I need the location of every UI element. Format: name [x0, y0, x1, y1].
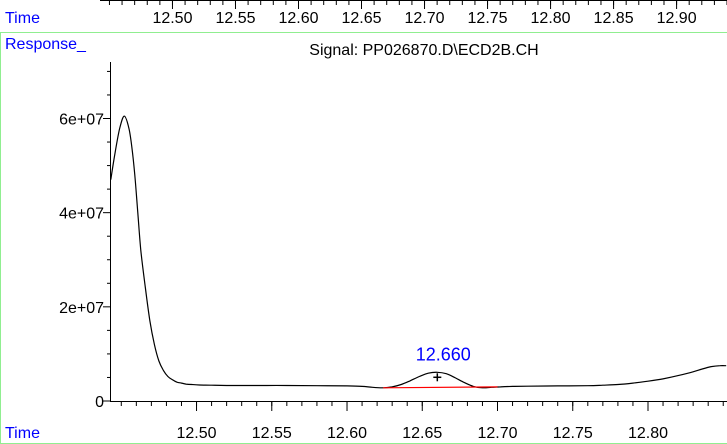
x-axis-tick-label: 12.70 [477, 425, 517, 442]
y-axis-tick-label: 2e+07 [59, 300, 104, 317]
top-axis-major-ticks [171, 0, 678, 9]
top-axis-tick-label: 12.85 [594, 10, 634, 27]
plot-area: 12.660 [110, 115, 727, 389]
x-axis-label: Time [5, 425, 40, 442]
y-axis-minor-ticks [107, 70, 110, 378]
peak-baseline [383, 386, 498, 389]
x-axis-tick-label: 12.60 [327, 425, 367, 442]
y-axis-label: Response_ [5, 36, 87, 53]
x-axis: 12.50 12.55 12.60 12.65 12.70 12.75 12.80 Time [5, 401, 727, 442]
top-axis-tick-labels: 12.50 12.55 12.60 12.65 12.70 12.75 12.80 12.85… [152, 10, 696, 27]
top-axis-tick-label: 12.90 [657, 10, 697, 27]
y-axis: 0 2e+07 4e+07 6e+07 [59, 62, 111, 412]
y-axis-tick-labels: 0 2e+07 4e+07 6e+07 [59, 112, 104, 412]
x-axis-tick-label: 12.80 [628, 425, 668, 442]
top-axis-tick-label: 12.55 [215, 10, 255, 27]
y-axis-tick-label: 0 [95, 394, 104, 411]
x-axis-tick-labels: 12.50 12.55 12.60 12.65 12.70 12.75 12.80 [177, 425, 669, 442]
top-axis-tick-label: 12.80 [531, 10, 571, 27]
top-axis-tick-label: 12.75 [468, 10, 508, 27]
x-axis-major-ticks [196, 401, 649, 411]
top-axis-label: Time [5, 10, 40, 27]
signal-trace [110, 115, 727, 389]
x-axis-tick-label: 12.75 [553, 425, 593, 442]
y-axis-major-ticks [103, 118, 110, 402]
chart-title: Signal: PP026870.D\ECD2B.CH [309, 42, 538, 59]
peak-retention-time-label: 12.660 [416, 344, 471, 364]
peak-apex-marker [433, 373, 442, 382]
top-time-axis: 12.50 12.55 12.60 12.65 12.70 12.75 12.80 12.85… [5, 0, 727, 27]
top-axis-tick-label: 12.60 [278, 10, 318, 27]
x-axis-tick-label: 12.65 [402, 425, 442, 442]
top-axis-tick-label: 12.65 [341, 10, 381, 27]
x-axis-tick-label: 12.50 [177, 425, 217, 442]
y-axis-tick-label: 6e+07 [59, 112, 104, 129]
x-axis-tick-label: 12.55 [252, 425, 292, 442]
top-axis-tick-label: 12.50 [152, 10, 192, 27]
y-axis-tick-label: 4e+07 [59, 206, 104, 223]
top-axis-tick-label: 12.70 [405, 10, 445, 27]
